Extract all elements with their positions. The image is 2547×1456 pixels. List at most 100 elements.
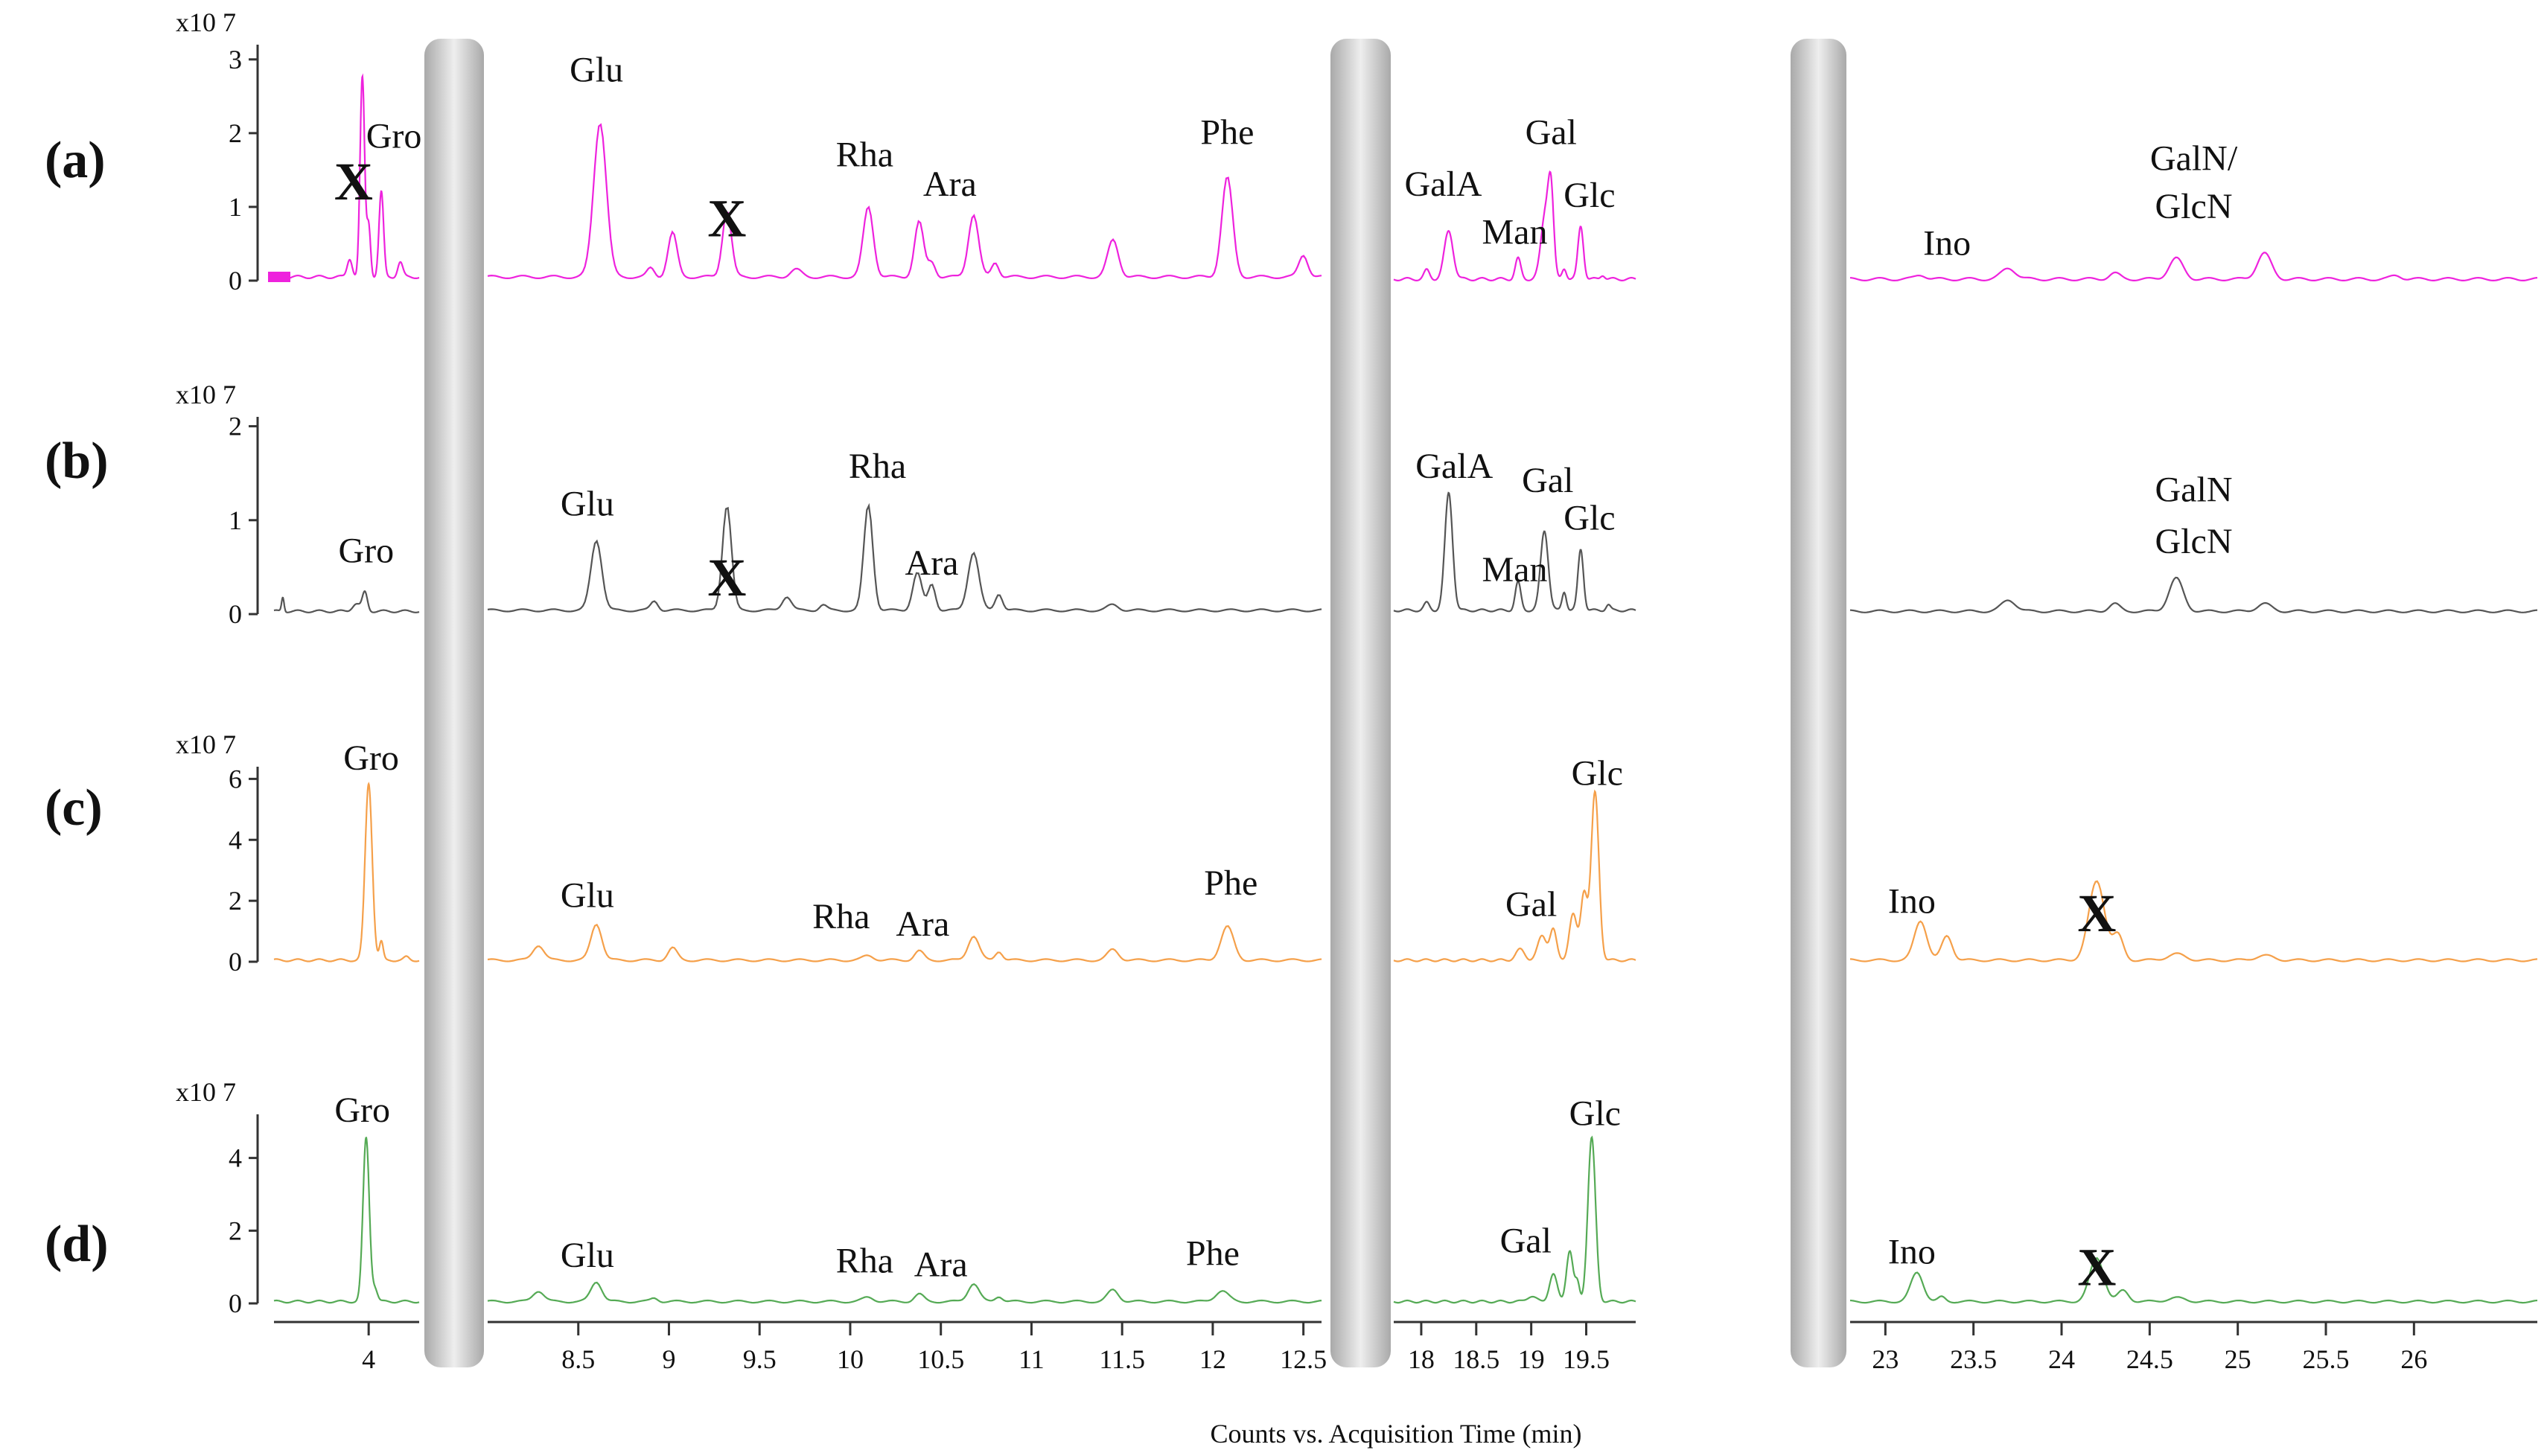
peak-label: Gro [366, 117, 422, 156]
peak-label: Gal [1505, 885, 1557, 925]
trace-segment [487, 923, 1322, 962]
x-tick-label: 25.5 [2303, 1344, 2350, 1374]
peak-label: Gal [1522, 461, 1573, 500]
y-tick-label: 0 [229, 1289, 242, 1318]
peak-label: Glu [561, 485, 614, 524]
peak-label: Ara [905, 543, 959, 583]
trace-segment [487, 123, 1322, 280]
peak-label: Man [1482, 212, 1548, 252]
y-scale-label: x10 7 [176, 7, 236, 37]
peak-label: Ara [896, 904, 949, 944]
unknown-peak-marker: X [2077, 1238, 2116, 1297]
x-tick-label: 10.5 [917, 1344, 964, 1374]
y-scale-label: x10 7 [176, 1077, 236, 1107]
unknown-peak-marker: X [707, 548, 746, 607]
y-tick-label: 4 [229, 1143, 242, 1173]
peak-label: Glu [561, 875, 614, 915]
trace-segment [1393, 170, 1636, 281]
axis-break-bars [424, 39, 1846, 1367]
trace-segment [1849, 880, 2538, 962]
peak-label: Ino [1888, 882, 1936, 922]
peak-label: Gal [1500, 1222, 1552, 1261]
x-tick-label: 12 [1199, 1344, 1226, 1374]
peak-label: Man [1482, 550, 1548, 590]
peak-label: GlcN [2155, 522, 2233, 561]
trace-segment [1393, 491, 1636, 613]
x-tick-label: 23.5 [1950, 1344, 1997, 1374]
x-tick-label: 19 [1518, 1344, 1545, 1374]
trace-segment [1849, 1257, 2538, 1304]
peak-label: Gro [338, 531, 394, 571]
axis-break-bar [1791, 39, 1846, 1367]
trace-segment [273, 782, 420, 962]
panel-label: (a) [45, 132, 106, 189]
peak-label: GalA [1404, 165, 1482, 204]
peak-label: Gal [1526, 113, 1577, 153]
x-tick-label: 23 [1872, 1344, 1899, 1374]
peak-label: Ino [1923, 223, 1971, 263]
trace-segment [273, 73, 420, 279]
x-tick-label: 9 [662, 1344, 675, 1374]
panel-label: (d) [45, 1216, 109, 1273]
x-tick-label: 8.5 [561, 1344, 595, 1374]
y-tick-label: 2 [229, 886, 242, 916]
peak-label: Glc [1572, 754, 1623, 794]
peak-label: GlcN [2155, 187, 2233, 226]
peak-label: Rha [836, 135, 893, 174]
panel-label: (c) [45, 779, 103, 837]
peak-label: Phe [1200, 113, 1254, 153]
peak-label: GalN [2155, 470, 2233, 510]
labels-layer: (a)(b)(c)(d)XGroGluXRhaAraPheGalAManGalG… [45, 51, 2238, 1297]
x-tick-label: 19.5 [1563, 1344, 1610, 1374]
x-tick-label: 26 [2400, 1344, 2427, 1374]
y-tick-label: 4 [229, 825, 242, 855]
peak-label: Rha [849, 447, 906, 486]
baseline-marker [268, 272, 290, 282]
peak-label: Glc [1563, 498, 1615, 537]
y-tick-label: 6 [229, 764, 242, 794]
y-tick-label: 1 [229, 505, 242, 535]
x-tick-label: 11.5 [1099, 1344, 1145, 1374]
peak-label: GalN/ [2150, 138, 2238, 178]
peak-label: Glc [1569, 1094, 1621, 1134]
x-tick-label: 18.5 [1453, 1344, 1499, 1374]
peak-label: Glc [1563, 176, 1615, 215]
y-scale-label: x10 7 [176, 380, 236, 409]
trace-segment [487, 502, 1322, 613]
trace-segment [1849, 576, 2538, 613]
unknown-peak-marker: X [2077, 884, 2116, 943]
trace-segment [273, 1137, 420, 1304]
x-tick-label: 12.5 [1280, 1344, 1327, 1374]
x-tick-label: 24 [2048, 1344, 2075, 1374]
y-tick-label: 0 [229, 266, 242, 296]
axis-break-bar [424, 39, 484, 1367]
y-scale-label: x10 7 [176, 729, 236, 759]
peak-label: Ara [914, 1245, 968, 1284]
peak-label: Gro [343, 738, 399, 778]
trace-segment [273, 590, 420, 613]
x-tick-label: 4 [362, 1344, 375, 1374]
y-tick-label: 1 [229, 192, 242, 222]
y-tick-label: 0 [229, 947, 242, 977]
y-tick-label: 2 [229, 118, 242, 148]
peak-label: Ara [923, 165, 977, 204]
x-tick-label: 24.5 [2126, 1344, 2173, 1374]
x-tick-label: 11 [1019, 1344, 1045, 1374]
traces-layer [268, 73, 2538, 1304]
peak-label: Ino [1888, 1232, 1936, 1271]
peak-label: Glu [561, 1236, 614, 1275]
y-tick-label: 3 [229, 45, 242, 74]
x-tick-label: 9.5 [743, 1344, 777, 1374]
y-tick-label: 0 [229, 599, 242, 629]
trace-segment [1849, 252, 2538, 282]
trace-segment [1393, 1135, 1636, 1304]
peak-label: Phe [1186, 1234, 1240, 1274]
axis-break-bar [1330, 39, 1391, 1367]
trace-segment [487, 1281, 1322, 1304]
peak-label: GalA [1415, 447, 1493, 486]
x-tick-label: 25 [2225, 1344, 2251, 1374]
x-tick-label: 10 [837, 1344, 864, 1374]
peak-label: Phe [1204, 863, 1257, 903]
